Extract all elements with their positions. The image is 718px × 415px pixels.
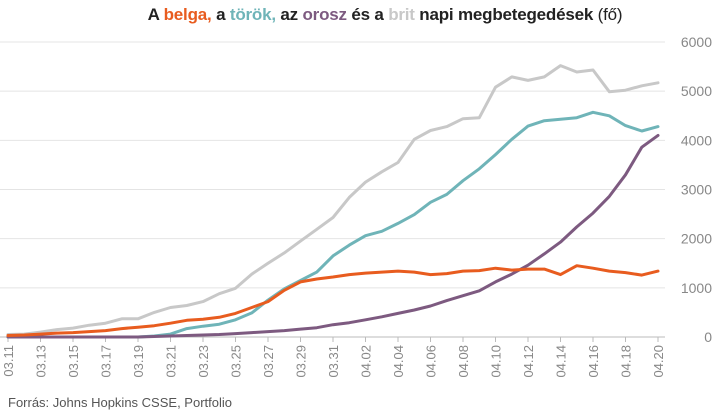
x-tick-label: 03.13 bbox=[34, 345, 49, 378]
x-tick-label: 03.29 bbox=[294, 345, 309, 378]
y-tick-label: 4000 bbox=[681, 132, 712, 148]
x-tick-label: 03.21 bbox=[164, 345, 179, 378]
y-axis-ticks: 0 1000 2000 3000 4000 5000 6000 bbox=[681, 34, 712, 345]
y-tick-label: 1000 bbox=[681, 280, 712, 296]
x-tick-label: 04.06 bbox=[424, 345, 439, 378]
x-tick-label: 04.20 bbox=[651, 345, 666, 378]
x-tick-label: 04.14 bbox=[554, 345, 569, 378]
x-axis-ticks: 03.11 03.13 03.15 03.17 03.19 03.21 03.23 03.25… bbox=[1, 337, 666, 378]
y-tick-label: 0 bbox=[704, 329, 712, 345]
series-line-belga bbox=[6, 264, 660, 337]
x-tick-label: 04.04 bbox=[391, 345, 406, 378]
title-part: A bbox=[147, 5, 164, 24]
source-note: Forrás: Johns Hopkins CSSE, Portfolio bbox=[8, 395, 232, 410]
x-tick-label: 03.27 bbox=[261, 345, 276, 378]
title-unit: (fő) bbox=[597, 5, 623, 24]
title-belga: belga, bbox=[163, 5, 212, 24]
grid-lines bbox=[0, 41, 665, 338]
y-tick-label: 3000 bbox=[681, 182, 712, 198]
x-tick-label: 04.10 bbox=[489, 345, 504, 378]
title-brit: brit bbox=[388, 5, 415, 24]
y-tick-label: 2000 bbox=[681, 231, 712, 247]
x-tick-label: 04.16 bbox=[586, 345, 601, 378]
title-part: a bbox=[211, 5, 230, 24]
series-lines bbox=[6, 64, 660, 339]
x-tick-label: 03.25 bbox=[229, 345, 244, 378]
chart-title: A belga, a török, az orosz és a brit nap… bbox=[0, 5, 718, 25]
series-line-orosz bbox=[6, 133, 660, 339]
y-tick-label: 6000 bbox=[681, 34, 712, 50]
title-part: és a bbox=[346, 5, 389, 24]
title-part: napi megbetegedések bbox=[414, 5, 598, 24]
series-line-török bbox=[6, 110, 660, 339]
x-tick-label: 03.23 bbox=[196, 345, 211, 378]
series-line-brit bbox=[6, 64, 660, 336]
x-tick-label: 03.19 bbox=[131, 345, 146, 378]
title-orosz: orosz bbox=[302, 5, 348, 24]
x-tick-label: 03.11 bbox=[1, 345, 16, 377]
title-part: az bbox=[275, 5, 303, 24]
x-tick-label: 04.18 bbox=[619, 345, 634, 378]
x-tick-label: 04.02 bbox=[359, 345, 374, 378]
x-tick-label: 03.31 bbox=[326, 345, 341, 378]
x-tick-label: 03.17 bbox=[99, 345, 114, 378]
x-tick-label: 04.08 bbox=[456, 345, 471, 378]
x-tick-label: 04.12 bbox=[521, 345, 536, 378]
title-torok: török, bbox=[229, 5, 276, 24]
y-tick-label: 5000 bbox=[681, 83, 712, 99]
x-tick-label: 03.15 bbox=[66, 345, 81, 378]
